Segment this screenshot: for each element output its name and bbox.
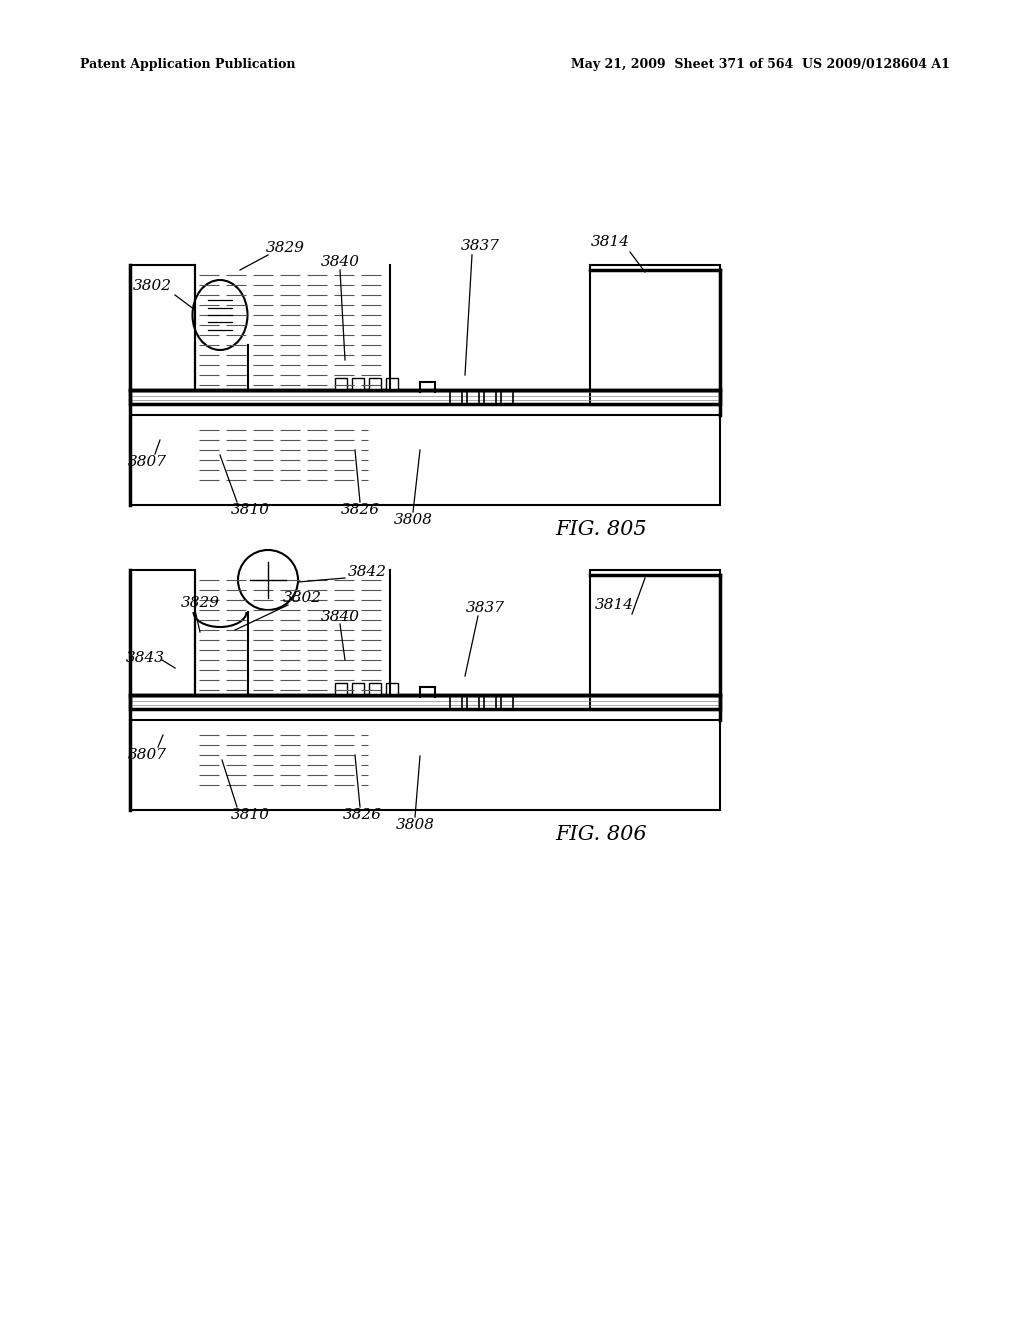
Text: 3808: 3808 (393, 513, 432, 527)
Bar (130, 389, 720, 404)
Text: 3810: 3810 (230, 808, 269, 822)
Bar (335, 378, 347, 389)
Bar (130, 265, 195, 389)
Text: 3807: 3807 (128, 455, 167, 469)
Bar (386, 682, 398, 696)
Text: 3829: 3829 (180, 597, 219, 610)
Bar (386, 378, 398, 389)
Text: 3802: 3802 (283, 591, 322, 605)
Bar (130, 414, 720, 506)
Text: 3829: 3829 (265, 242, 304, 255)
Bar (130, 570, 195, 696)
Text: 3837: 3837 (461, 239, 500, 253)
Bar (130, 414, 720, 506)
Text: Patent Application Publication: Patent Application Publication (80, 58, 296, 71)
Bar (130, 570, 195, 696)
Bar (590, 570, 720, 710)
Text: 3843: 3843 (126, 651, 165, 665)
Bar (130, 719, 720, 810)
Text: 3837: 3837 (466, 601, 505, 615)
Text: 3814: 3814 (591, 235, 630, 249)
Bar (369, 682, 381, 696)
Text: FIG. 806: FIG. 806 (555, 825, 646, 843)
Bar (352, 682, 364, 696)
Text: May 21, 2009  Sheet 371 of 564  US 2009/0128604 A1: May 21, 2009 Sheet 371 of 564 US 2009/01… (571, 58, 950, 71)
Text: 3840: 3840 (321, 610, 359, 624)
Bar (335, 682, 347, 696)
Bar (590, 265, 720, 405)
Text: 3842: 3842 (347, 565, 386, 579)
Bar (130, 719, 720, 810)
Text: 3802: 3802 (132, 279, 171, 293)
Text: FIG. 805: FIG. 805 (555, 520, 646, 539)
Text: 3807: 3807 (128, 748, 167, 762)
Bar (130, 265, 195, 389)
Text: 3814: 3814 (595, 598, 634, 612)
Text: 3840: 3840 (321, 255, 359, 269)
Text: 3826: 3826 (342, 808, 382, 822)
Bar (590, 570, 720, 710)
Bar (352, 378, 364, 389)
Bar (590, 265, 720, 405)
Text: 3826: 3826 (341, 503, 380, 517)
Bar (369, 378, 381, 389)
Bar (130, 696, 720, 709)
Text: 3810: 3810 (230, 503, 269, 517)
Text: 3808: 3808 (395, 818, 434, 832)
